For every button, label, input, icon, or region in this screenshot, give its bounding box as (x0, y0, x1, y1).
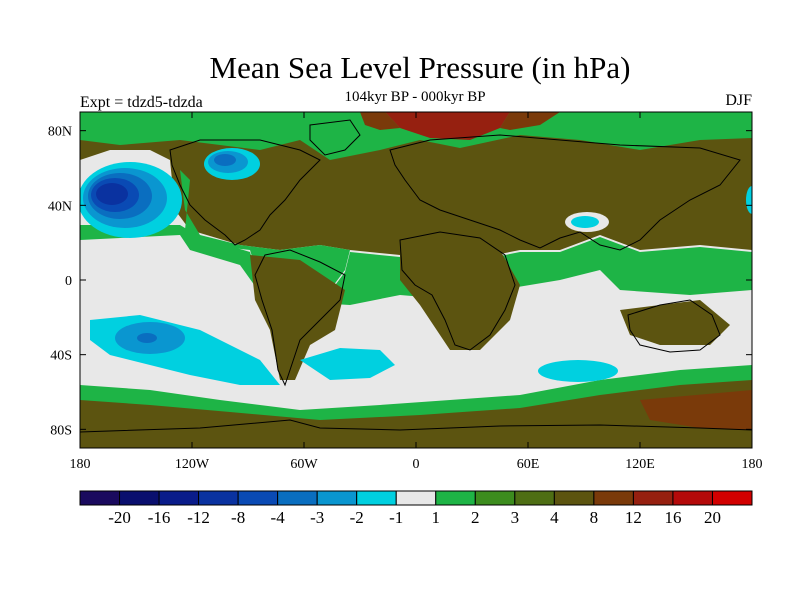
colorbar-label: -12 (187, 508, 210, 527)
colorbar-label: 12 (625, 508, 642, 527)
africa-coast (399, 231, 516, 351)
lon-tick-label: 120E (625, 457, 655, 472)
lat-tick-label: 40N (48, 199, 72, 214)
arctic-high (385, 112, 510, 140)
colorbar-label: -2 (350, 508, 364, 527)
colorbar-label: -1 (389, 508, 403, 527)
lon-tick-label: 0 (413, 457, 420, 472)
colorbar-label: 20 (704, 508, 721, 527)
colorbar-label: 8 (590, 508, 599, 527)
lon-tick-label: 180 (742, 457, 763, 472)
coastlines (80, 119, 752, 433)
lon-tick-label: 60W (290, 457, 318, 472)
colorbar-label: -8 (231, 508, 245, 527)
colorbar-label: 1 (432, 508, 441, 527)
map-subtitle: 104kyr BP - 000kyr BP (344, 89, 486, 105)
colorbar-swatch (514, 490, 555, 506)
colorbar: -20 -16 -12 -8 -4 -3 -2 -1 1 2 3 4 8 12 16 20 (79, 490, 753, 527)
colorbar-swatch (356, 490, 397, 506)
east-edge-low (746, 186, 752, 214)
colorbar-swatch (277, 490, 318, 506)
colorbar-swatch (672, 490, 713, 506)
colorbar-swatch (198, 490, 239, 506)
colorbar-swatch (553, 490, 595, 506)
southern-brown-band (80, 380, 752, 448)
australia-green (610, 290, 745, 355)
colorbar-label: 3 (511, 508, 520, 527)
colorbar-label: 16 (664, 508, 681, 527)
colorbar-swatch (435, 490, 476, 506)
lat-tick-label: 0 (65, 274, 72, 289)
map-field (80, 112, 752, 448)
colorbar-swatch (711, 490, 753, 506)
antarctica-coast (80, 419, 752, 433)
south-america-coast (254, 249, 346, 387)
colorbar-swatch (632, 490, 674, 506)
southern-darkbrown (640, 390, 752, 430)
colorbar-label: -3 (310, 508, 324, 527)
experiment-label: Expt = tdzd5-tdzda (80, 94, 203, 111)
arctic-high-inner (360, 112, 560, 130)
south-atlantic-low (300, 348, 395, 380)
colorbar-label: -16 (148, 508, 171, 527)
hudson-low-core (214, 154, 236, 166)
colorbar-swatch (593, 490, 634, 506)
colorbar-swatch (237, 490, 279, 506)
lat-tick-label: 80N (48, 125, 72, 140)
lon-tick-label: 60E (517, 457, 540, 472)
greenland-coast (309, 119, 361, 156)
south-indian-low (538, 360, 618, 382)
tibet-low-core (571, 216, 599, 228)
arctic-green (80, 112, 752, 160)
north-america-coast (169, 139, 321, 246)
lon-tick-label: 180 (70, 457, 91, 472)
north-pacific-low-core (96, 183, 128, 205)
season-label: DJF (725, 92, 752, 109)
axis-ticks: 180 120W 60W 0 60E 120E 180 80N 40N 0 40S 80S (48, 112, 763, 472)
colorbar-swatch (79, 490, 121, 506)
colorbar-label: 4 (550, 508, 559, 527)
eurasia-coast (389, 134, 741, 251)
colorbar-swatch (158, 490, 200, 506)
lat-tick-label: 80S (50, 423, 72, 438)
map-title: Mean Sea Level Pressure (in hPa) (209, 50, 631, 85)
lat-tick-label: 40S (50, 349, 72, 364)
south-pacific-low-core2 (137, 333, 157, 343)
colorbar-label: -4 (271, 508, 286, 527)
africa-positive (400, 250, 520, 350)
colorbar-label: 2 (471, 508, 480, 527)
colorbar-swatch (316, 490, 358, 506)
colorbar-swatch (119, 490, 160, 506)
australia-positive (620, 300, 730, 345)
colorbar-label: -20 (108, 508, 131, 527)
colorbar-swatch (474, 490, 516, 506)
colorbar-swatch (395, 490, 437, 506)
lon-tick-label: 120W (175, 457, 210, 472)
south-america-positive (250, 255, 345, 380)
australia-coast (627, 299, 721, 353)
